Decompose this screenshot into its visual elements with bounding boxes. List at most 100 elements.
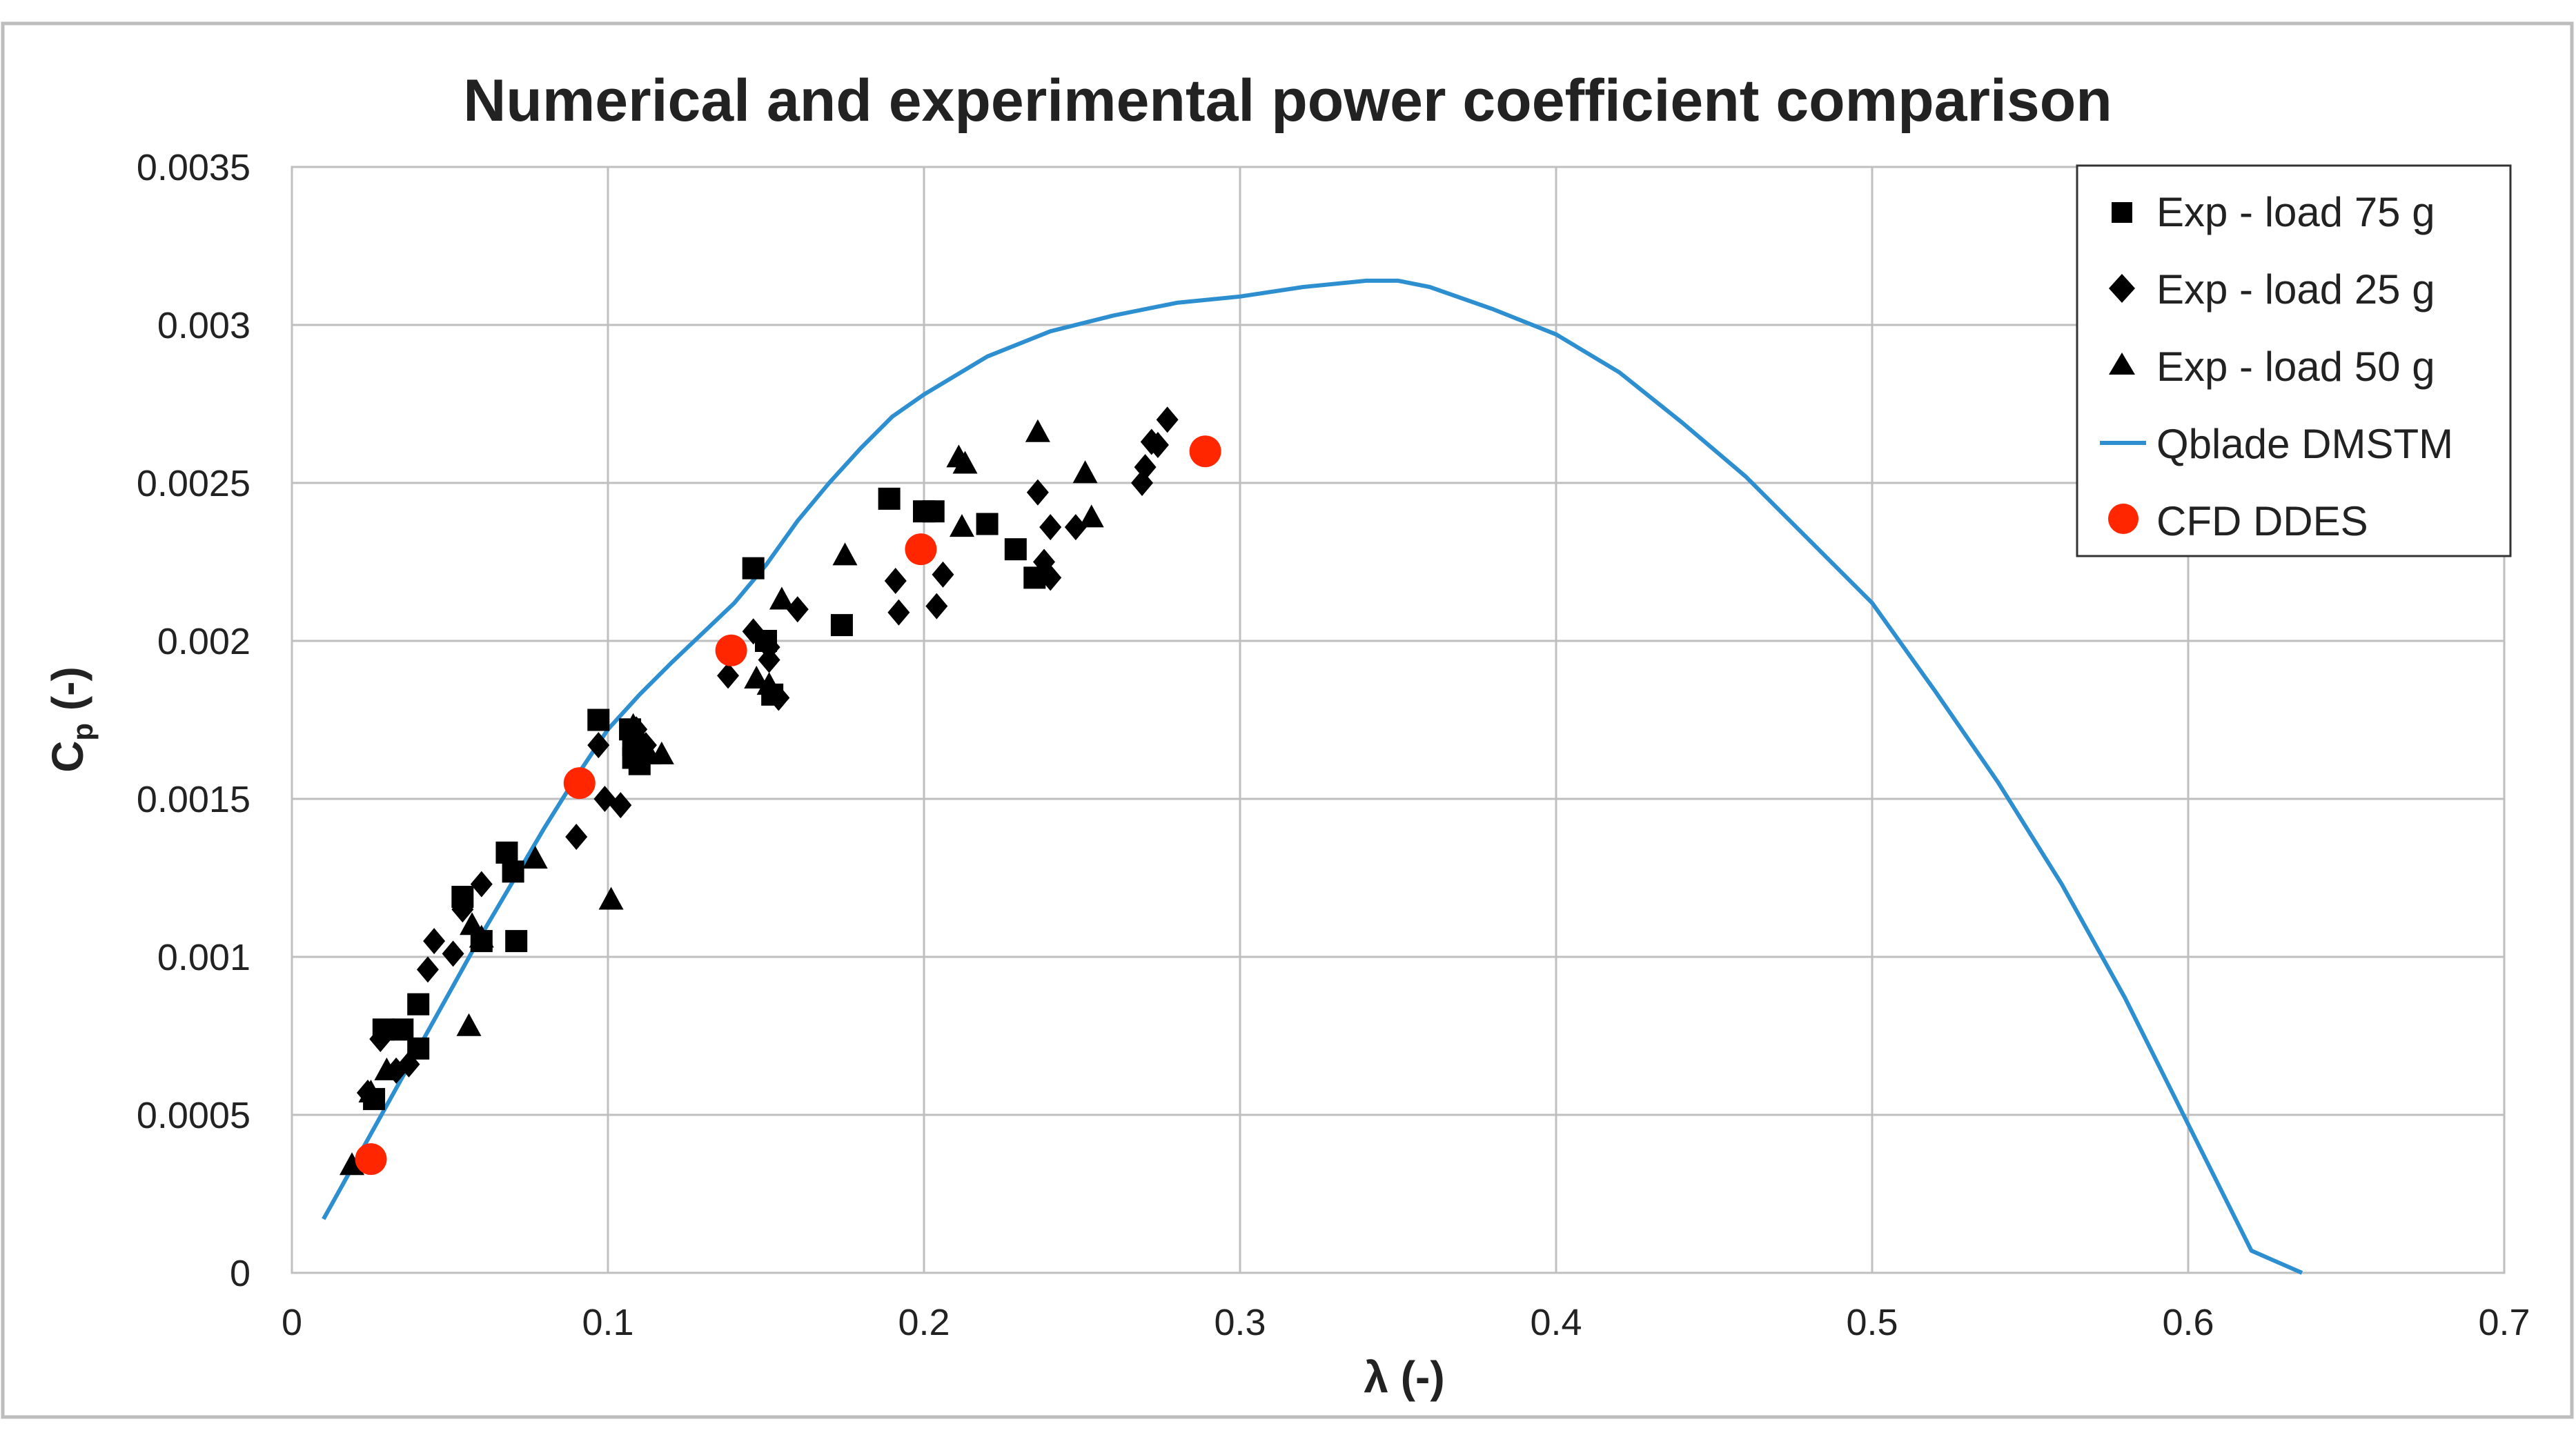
plot-area-border xyxy=(291,166,2506,1274)
y-tick-label: 0 xyxy=(230,1253,250,1294)
point-exp-load-50-g xyxy=(460,912,485,935)
point-exp-load-25-g xyxy=(587,732,610,759)
point-exp-load-50-g xyxy=(358,1079,384,1102)
legend-marker-exp-load-25g xyxy=(2109,274,2135,303)
point-exp-load-25-g xyxy=(1026,479,1049,506)
point-exp-load-25-g xyxy=(1064,514,1087,541)
point-exp-load-25-g xyxy=(884,567,907,594)
point-exp-load-50-g xyxy=(832,542,858,566)
point-exp-load-25-g xyxy=(717,662,740,689)
x-tick-label: 0.7 xyxy=(2478,1302,2530,1343)
point-exp-load-25-g xyxy=(932,561,954,588)
x-tick-label: 0.5 xyxy=(1846,1302,1898,1343)
point-exp-load-25-g xyxy=(565,823,588,850)
point-exp-load-75-g xyxy=(391,1018,414,1041)
x-tick-label: 0.2 xyxy=(898,1302,950,1343)
legend: Exp - load 75 g Exp - load 25 g Exp - lo… xyxy=(2076,164,2512,557)
point-exp-load-75-g xyxy=(976,513,999,535)
legend-marker-exp-load-50g xyxy=(2109,353,2135,375)
point-exp-load-25-g xyxy=(1156,406,1179,433)
point-exp-load-25-g xyxy=(609,792,632,819)
point-exp-load-50-g xyxy=(374,1057,400,1080)
point-exp-load-75-g xyxy=(830,614,853,637)
point-exp-load-50-g xyxy=(598,887,624,910)
point-exp-load-75-g xyxy=(502,860,524,883)
x-tick-label: 0 xyxy=(282,1302,302,1343)
series-qblade-dmstm xyxy=(322,278,2303,1275)
point-exp-load-50-g xyxy=(620,713,646,736)
legend-marker-exp-load-75g xyxy=(2112,202,2132,223)
series-layer xyxy=(322,278,2303,1275)
x-tick-label: 0.4 xyxy=(1530,1302,1582,1343)
point-exp-load-25-g xyxy=(470,871,493,898)
point-exp-load-25-g xyxy=(925,593,948,620)
point-exp-load-50-g xyxy=(340,1152,365,1176)
point-exp-load-25-g xyxy=(887,599,910,626)
y-tick-label: 0.0005 xyxy=(137,1095,250,1136)
point-exp-load-50-g xyxy=(756,672,782,695)
x-axis-label: λ (-) xyxy=(1364,1352,1444,1402)
legend-label-cfd-ddes: CFD DDES xyxy=(2156,498,2368,544)
y-tick-label: 0.0015 xyxy=(137,779,250,820)
point-exp-load-50-g xyxy=(1025,419,1050,442)
point-exp-load-50-g xyxy=(949,514,974,537)
x-tick-label: 0.1 xyxy=(582,1302,633,1343)
point-exp-load-25-g xyxy=(1146,432,1169,459)
legend-label-exp-load-25g: Exp - load 25 g xyxy=(2156,266,2435,313)
x-tick-label: 0.6 xyxy=(2162,1302,2214,1343)
point-exp-load-50-g xyxy=(1079,504,1104,528)
point-exp-load-25-g xyxy=(1039,564,1062,591)
legend-label-qblade-dmstm: Qblade DMSTM xyxy=(2156,421,2453,467)
y-axis-label-main: C xyxy=(43,741,92,773)
y-tick-label: 0.0025 xyxy=(137,463,250,504)
point-cfd-ddes xyxy=(905,533,937,566)
series-exp-load-50-g xyxy=(340,419,1104,1176)
point-exp-load-25-g xyxy=(369,1026,392,1053)
point-cfd-ddes xyxy=(355,1143,387,1176)
point-exp-load-25-g xyxy=(742,618,765,645)
point-cfd-ddes xyxy=(563,767,596,800)
point-exp-load-50-g xyxy=(456,1013,482,1036)
y-axis-label: Cp (-) xyxy=(43,666,99,773)
point-cfd-ddes xyxy=(1189,435,1221,468)
point-exp-load-50-g xyxy=(469,924,494,948)
point-exp-load-75-g xyxy=(1004,538,1027,561)
point-exp-load-25-g xyxy=(416,956,439,983)
point-exp-load-25-g xyxy=(758,646,780,673)
y-tick-label: 0.001 xyxy=(157,937,250,978)
point-exp-load-75-g xyxy=(407,993,430,1016)
y-tick-label: 0.0035 xyxy=(137,147,250,188)
point-exp-load-50-g xyxy=(1072,460,1098,484)
point-exp-load-50-g xyxy=(649,741,674,764)
y-axis-ticks: 0 0.0005 0.001 0.0015 0.002 0.0025 0.003 0.0035 xyxy=(137,147,250,1294)
point-exp-load-50-g xyxy=(769,586,794,610)
legend-label-exp-load-50g: Exp - load 50 g xyxy=(2156,344,2435,390)
point-exp-load-25-g xyxy=(442,940,464,967)
point-exp-load-25-g xyxy=(1134,454,1157,481)
legend-label-exp-load-75g: Exp - load 75 g xyxy=(2156,189,2435,235)
x-axis-ticks: 0 0.1 0.2 0.3 0.4 0.5 0.6 0.7 xyxy=(282,1302,2530,1343)
point-exp-load-75-g xyxy=(878,487,901,510)
line-qblade-dmstm xyxy=(322,278,2303,1275)
point-exp-load-75-g xyxy=(505,930,528,953)
point-exp-load-25-g xyxy=(1039,514,1062,541)
point-exp-load-25-g xyxy=(423,928,446,955)
point-exp-load-75-g xyxy=(587,709,610,731)
y-axis-label-suffix: (-) xyxy=(43,666,92,723)
point-exp-load-50-g xyxy=(952,450,978,474)
point-exp-load-50-g xyxy=(522,846,548,869)
y-tick-label: 0.003 xyxy=(157,305,250,346)
point-exp-load-75-g xyxy=(495,841,518,864)
y-axis-label-subscript: p xyxy=(66,723,99,741)
legend-box xyxy=(2076,164,2512,557)
series-cfd-ddes xyxy=(355,435,1221,1176)
point-exp-load-75-g xyxy=(742,557,765,580)
chart-title: Numerical and experimental power coeffic… xyxy=(463,68,2112,134)
legend-marker-cfd-ddes xyxy=(2108,504,2139,534)
x-tick-label: 0.3 xyxy=(1214,1302,1266,1343)
point-exp-load-25-g xyxy=(397,1051,420,1078)
point-exp-load-25-g xyxy=(786,596,809,623)
point-cfd-ddes xyxy=(715,634,747,666)
point-exp-load-25-g xyxy=(451,896,474,923)
